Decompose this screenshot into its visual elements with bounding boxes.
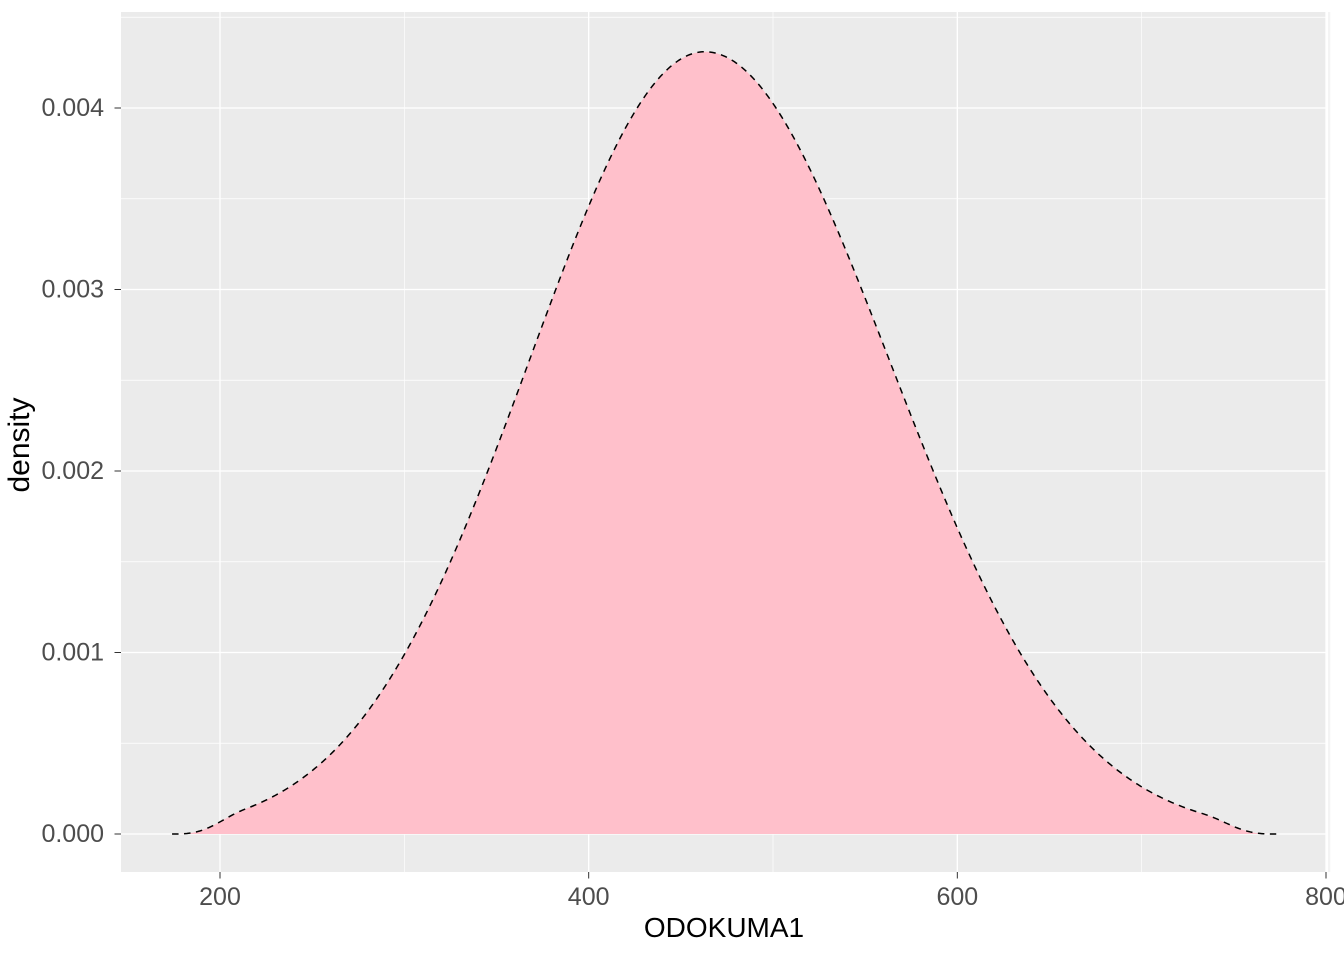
svg-text:0.002: 0.002	[41, 457, 104, 485]
svg-text:200: 200	[199, 883, 241, 911]
svg-text:400: 400	[568, 883, 610, 911]
svg-text:0.001: 0.001	[41, 639, 104, 667]
svg-text:0.004: 0.004	[41, 94, 104, 122]
svg-text:0.003: 0.003	[41, 276, 104, 304]
svg-text:0.000: 0.000	[41, 820, 104, 848]
svg-text:600: 600	[936, 883, 978, 911]
svg-text:800: 800	[1305, 883, 1344, 911]
